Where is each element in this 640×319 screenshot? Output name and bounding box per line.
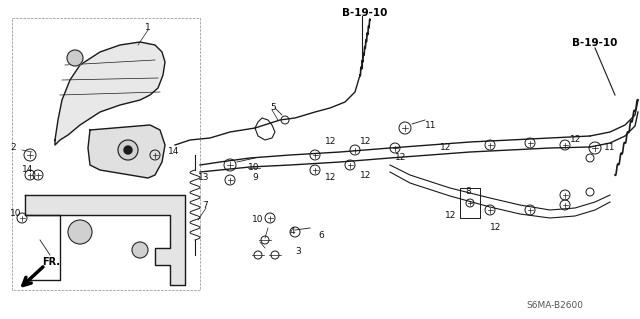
Text: S6MA-B2600: S6MA-B2600 — [527, 300, 584, 309]
Text: 10: 10 — [252, 216, 264, 225]
Circle shape — [124, 146, 132, 154]
Text: 12: 12 — [440, 144, 451, 152]
Text: 5: 5 — [270, 103, 276, 113]
Text: 8: 8 — [465, 188, 471, 197]
Text: 9: 9 — [252, 174, 258, 182]
Text: 12: 12 — [360, 137, 371, 146]
Circle shape — [67, 50, 83, 66]
Text: FR.: FR. — [42, 257, 60, 267]
Text: 11: 11 — [425, 121, 436, 130]
Polygon shape — [55, 42, 165, 145]
Text: 7: 7 — [202, 201, 208, 210]
Text: 14: 14 — [22, 166, 33, 174]
Text: 11: 11 — [604, 144, 616, 152]
Polygon shape — [25, 195, 185, 285]
Text: 6: 6 — [318, 231, 324, 240]
Polygon shape — [88, 125, 165, 178]
Text: 12: 12 — [325, 174, 337, 182]
Text: 2: 2 — [10, 144, 16, 152]
Text: 4: 4 — [290, 227, 296, 236]
Circle shape — [68, 220, 92, 244]
Text: 12: 12 — [490, 224, 501, 233]
Text: 12: 12 — [325, 137, 337, 146]
Text: 13: 13 — [198, 174, 209, 182]
Circle shape — [118, 140, 138, 160]
Circle shape — [132, 242, 148, 258]
Text: B-19-10: B-19-10 — [342, 8, 388, 18]
Text: 12: 12 — [395, 153, 406, 162]
Text: 12: 12 — [570, 136, 581, 145]
Text: B-19-10: B-19-10 — [572, 38, 618, 48]
Bar — [12, 18, 200, 290]
Text: 3: 3 — [295, 248, 301, 256]
Text: 10: 10 — [248, 164, 259, 173]
Text: 14: 14 — [168, 147, 179, 157]
Text: 12: 12 — [445, 211, 456, 219]
Text: 1: 1 — [145, 24, 151, 33]
Text: 10: 10 — [10, 209, 22, 218]
Text: 12: 12 — [360, 170, 371, 180]
